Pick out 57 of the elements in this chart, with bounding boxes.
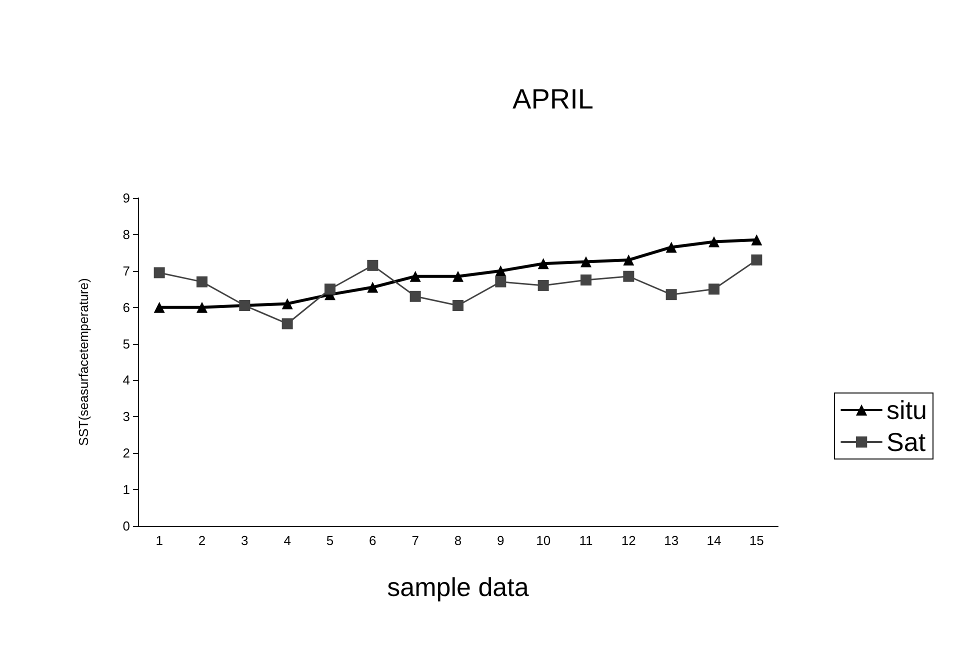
point xyxy=(367,260,378,271)
point xyxy=(452,300,464,312)
x-tick-label: 14 xyxy=(706,533,722,548)
x-tick-label: 6 xyxy=(369,533,376,548)
x-tick-label: 10 xyxy=(536,533,551,548)
x-tick-label: 12 xyxy=(621,533,636,548)
point xyxy=(367,282,378,293)
point xyxy=(751,254,762,266)
y-axis-title: SST(seasurfacetemperature) xyxy=(76,278,91,446)
point xyxy=(154,267,165,278)
y-tick-label: 6 xyxy=(122,300,130,315)
point xyxy=(196,302,208,313)
y-tick-label: 7 xyxy=(122,263,130,278)
legend-label: Sat xyxy=(886,427,926,457)
x-tick-label: 13 xyxy=(664,533,679,548)
x-tick-label: 15 xyxy=(749,533,764,548)
point xyxy=(623,254,634,266)
point xyxy=(538,258,549,270)
x-tick-label: 4 xyxy=(284,533,291,548)
y-tick-label: 3 xyxy=(122,409,130,424)
x-tick-label: 7 xyxy=(412,533,419,548)
point xyxy=(196,276,208,288)
x-tick-label: 9 xyxy=(497,533,504,548)
point xyxy=(708,236,720,248)
y-tick-label: 4 xyxy=(122,372,130,388)
point xyxy=(580,256,592,268)
y-tick-label: 0 xyxy=(122,518,130,534)
point xyxy=(538,280,549,291)
point xyxy=(666,242,677,253)
legend-label: situ xyxy=(886,395,928,425)
point xyxy=(282,318,293,330)
y-tick-label: 5 xyxy=(122,336,130,352)
chart-title: APRIL xyxy=(512,84,594,114)
point xyxy=(452,270,464,282)
y-tick-label: 9 xyxy=(122,190,130,206)
y-tick-label: 2 xyxy=(122,446,130,461)
point xyxy=(324,284,336,295)
x-tick-label: 1 xyxy=(156,533,163,548)
point xyxy=(410,270,421,282)
point xyxy=(282,298,293,310)
x-axis-title: sample data xyxy=(387,572,530,602)
x-tick-label: 5 xyxy=(326,533,334,548)
point xyxy=(495,265,506,276)
x-tick-label: 2 xyxy=(198,533,206,548)
point xyxy=(154,302,165,313)
x-tick-label: 8 xyxy=(454,533,462,548)
point xyxy=(580,274,592,286)
point xyxy=(623,270,634,282)
point xyxy=(666,289,677,300)
y-tick-label: 1 xyxy=(122,482,130,498)
point xyxy=(410,290,421,302)
x-tick-label: 11 xyxy=(579,533,593,548)
point xyxy=(708,284,720,295)
x-tick-label: 3 xyxy=(241,533,248,548)
point xyxy=(495,276,506,288)
point xyxy=(751,234,762,246)
y-tick-label: 8 xyxy=(122,226,130,242)
